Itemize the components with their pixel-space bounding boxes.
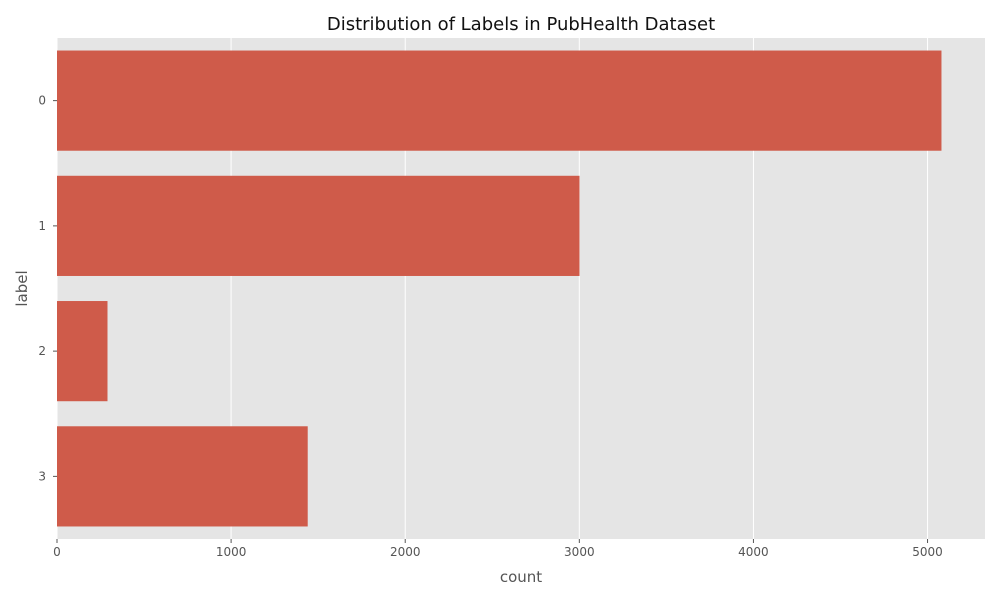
x-tick-label: 0 [53, 545, 61, 559]
x-tick-label: 3000 [564, 545, 595, 559]
x-tick-label: 2000 [390, 545, 421, 559]
bar-label-0 [57, 50, 942, 151]
bar-label-3 [57, 426, 308, 527]
bars [57, 50, 942, 527]
y-tick-label: 0 [38, 94, 46, 108]
x-tick-label: 4000 [738, 545, 769, 559]
bar-label-1 [57, 175, 580, 276]
y-axis-ticks: 0 1 2 3 [38, 94, 57, 483]
bar-label-2 [57, 301, 108, 402]
y-axis-title: label [13, 270, 31, 306]
x-axis-ticks: 0 1000 2000 3000 4000 5000 [53, 539, 943, 559]
y-tick-label: 2 [38, 344, 46, 358]
chart-title: Distribution of Labels in PubHealth Data… [327, 14, 715, 35]
x-axis-title: count [500, 568, 542, 586]
x-tick-label: 1000 [216, 545, 247, 559]
x-tick-label: 5000 [912, 545, 943, 559]
y-tick-label: 1 [38, 219, 46, 233]
y-tick-label: 3 [38, 469, 46, 483]
